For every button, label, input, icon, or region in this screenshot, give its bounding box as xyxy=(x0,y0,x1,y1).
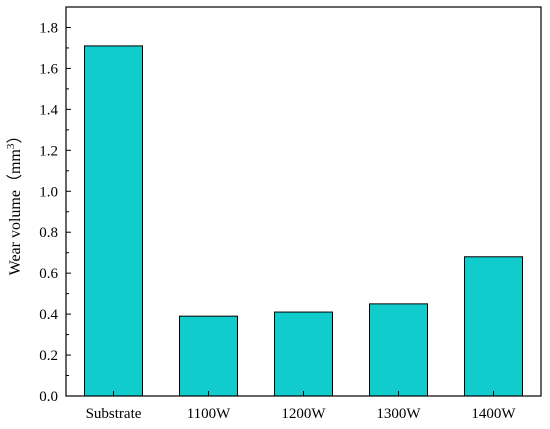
bar-1200w xyxy=(274,311,333,397)
y-axis-title: Wear volume（mm3） xyxy=(5,128,24,276)
y-tick-label: 0.4 xyxy=(39,307,58,323)
x-tick-label: 1300W xyxy=(376,406,421,422)
y-axis-title-superscript: 3 xyxy=(5,143,17,149)
y-tick-label: 0.8 xyxy=(39,225,58,241)
y-axis-title-suffix: ） xyxy=(6,128,24,144)
y-tick-label: 1.8 xyxy=(39,20,58,36)
x-tick-label: 1100W xyxy=(187,406,231,422)
x-axis-ticks: Substrate 1100W 1200W 1300W 1400W xyxy=(86,391,516,422)
x-tick-label: Substrate xyxy=(86,406,142,422)
x-tick-label: 1200W xyxy=(281,406,326,422)
y-tick-label: 0.6 xyxy=(39,266,58,282)
bar-1400w xyxy=(464,256,523,397)
bar-1300w xyxy=(369,303,428,397)
y-tick-label: 1.0 xyxy=(39,184,58,200)
y-tick-label: 0.2 xyxy=(39,348,58,364)
bar-1100w xyxy=(179,315,238,397)
bars-group xyxy=(84,45,523,397)
plot-area: 0.0 0.2 0.4 0.6 0.8 1.0 1.2 1.4 1.6 1.8 Substrate… xyxy=(39,6,542,422)
y-tick-label: 1.6 xyxy=(39,61,58,77)
y-tick-label: 1.2 xyxy=(39,143,58,159)
y-axis-title-text: Wear volume（mm xyxy=(6,149,24,276)
bar-substrate xyxy=(84,45,143,397)
y-tick-label: 0.0 xyxy=(39,389,58,405)
y-tick-label: 1.4 xyxy=(39,102,58,118)
y-axis-ticks: 0.0 0.2 0.4 0.6 0.8 1.0 1.2 1.4 1.6 1.8 xyxy=(39,20,71,405)
x-tick-label: 1400W xyxy=(471,406,516,422)
